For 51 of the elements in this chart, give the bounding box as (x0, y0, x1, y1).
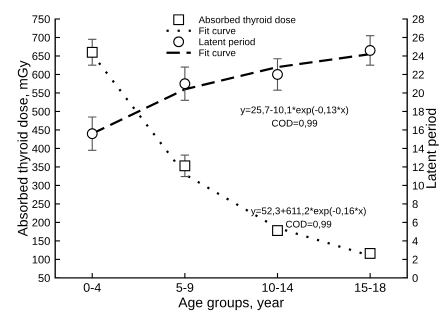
y2-tick-label: 12 (412, 163, 424, 171)
x-tick-label: 15-18 (355, 283, 386, 292)
annotation: y=52,3+611,2*exp(-0,16*x) COD=0,99 (250, 207, 366, 229)
y2-tick-label: 6 (412, 218, 418, 227)
y2-tick-label: 24 (412, 52, 424, 60)
x-tick-label: 10-14 (262, 283, 294, 292)
y-tick-label: 650 (32, 52, 50, 60)
y-tick-label: 350 (32, 163, 50, 172)
y2-tick-label: 0 (412, 274, 418, 282)
y2-tick-label: 18 (412, 108, 424, 116)
y2-tick-label: 8 (412, 200, 418, 208)
y2-tick-label: 4 (412, 237, 418, 245)
y2-tick-label: 14 (412, 144, 424, 152)
y-tick-label: 200 (32, 218, 50, 227)
y-tick-label: 550 (32, 89, 50, 98)
point (179, 160, 190, 172)
point (86, 46, 98, 58)
legend-label: Fit curve (199, 49, 236, 56)
y2-tick-label: 26 (412, 34, 424, 42)
point (272, 69, 283, 80)
annotation: y=25,7-10,1*exp(-0,13*x) COD=0,99 (240, 106, 348, 128)
y-tick-label: 300 (32, 182, 50, 190)
y-tick-label: 400 (32, 144, 50, 153)
y-tick-label: 100 (32, 256, 50, 264)
legend-label: Absorbed thyroid dose (198, 16, 296, 26)
y2-tick-label: 16 (412, 126, 424, 134)
y2-axis-title: Latent period (426, 108, 439, 188)
y2-tick-label: 28 (412, 15, 424, 24)
x-tick-label: 5-9 (176, 283, 194, 292)
legend-label: Fit curve (199, 27, 236, 34)
x-tick-label: 0-4 (84, 283, 101, 292)
legend-label: Latent period (199, 38, 255, 48)
point (364, 45, 376, 56)
y-tick-label: 50 (38, 274, 50, 282)
y-tick-label: 750 (32, 15, 50, 24)
y2-tick-label: 20 (412, 89, 424, 98)
y-tick-label: 150 (32, 237, 50, 246)
point (364, 248, 376, 259)
point (179, 78, 190, 90)
y-tick-label: 600 (32, 70, 50, 79)
point (272, 225, 283, 236)
y-tick-label: 500 (32, 108, 50, 116)
y-tick-label: 700 (32, 34, 50, 42)
y-tick-label: 250 (32, 200, 50, 208)
y2-tick-label: 2 (412, 256, 418, 264)
y-tick-label: 450 (32, 126, 50, 134)
y2-tick-label: 10 (412, 182, 424, 190)
x-axis-title: Age groups, year (178, 298, 284, 310)
point (86, 128, 98, 140)
y-axis-title: Absorbed thyroid dose, mGy (17, 60, 30, 236)
y2-tick-label: 22 (412, 70, 424, 78)
